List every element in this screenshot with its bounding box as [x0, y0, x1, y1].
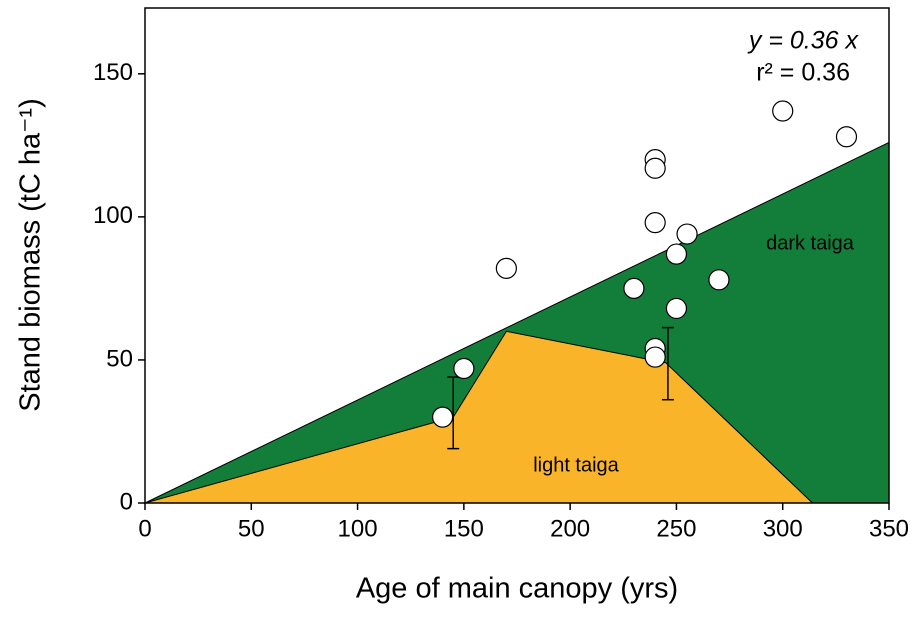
x-tick-label: 200 — [550, 515, 590, 542]
plot-frame — [144, 7, 890, 504]
x-tick-label: 150 — [444, 515, 484, 542]
point — [665, 297, 688, 320]
y-tick-label: 100 — [93, 202, 133, 229]
point — [644, 211, 666, 234]
equation: y = 0.36 x — [747, 27, 860, 55]
error-bar — [661, 326, 674, 401]
area-label: light taiga — [533, 454, 619, 476]
y-axis-label: Stand biomass (tC ha⁻¹) — [15, 98, 47, 411]
x-tick-label: 50 — [238, 515, 265, 542]
point — [665, 243, 688, 265]
point — [623, 277, 645, 300]
point — [644, 346, 666, 368]
x-tick-label: 350 — [869, 515, 909, 542]
y-tick-label: 0 — [120, 488, 133, 515]
x-tick-label: 0 — [138, 515, 151, 542]
point — [644, 157, 666, 179]
area-label: dark taiga — [766, 232, 855, 254]
y-tick-label: 50 — [106, 345, 133, 372]
x-axis-label: Age of main canopy (yrs) — [356, 573, 678, 605]
point — [676, 223, 698, 245]
x-tick-label: 250 — [656, 515, 696, 542]
y-tick-label: 150 — [93, 59, 133, 86]
point — [772, 100, 794, 122]
point — [432, 406, 454, 428]
r-squared: r² = 0.36 — [756, 59, 850, 87]
point — [835, 126, 858, 148]
error-bar — [447, 376, 460, 450]
point — [453, 357, 475, 380]
point — [708, 269, 730, 291]
point — [495, 257, 517, 279]
x-tick-label: 300 — [763, 515, 803, 542]
x-tick-label: 100 — [338, 515, 378, 542]
